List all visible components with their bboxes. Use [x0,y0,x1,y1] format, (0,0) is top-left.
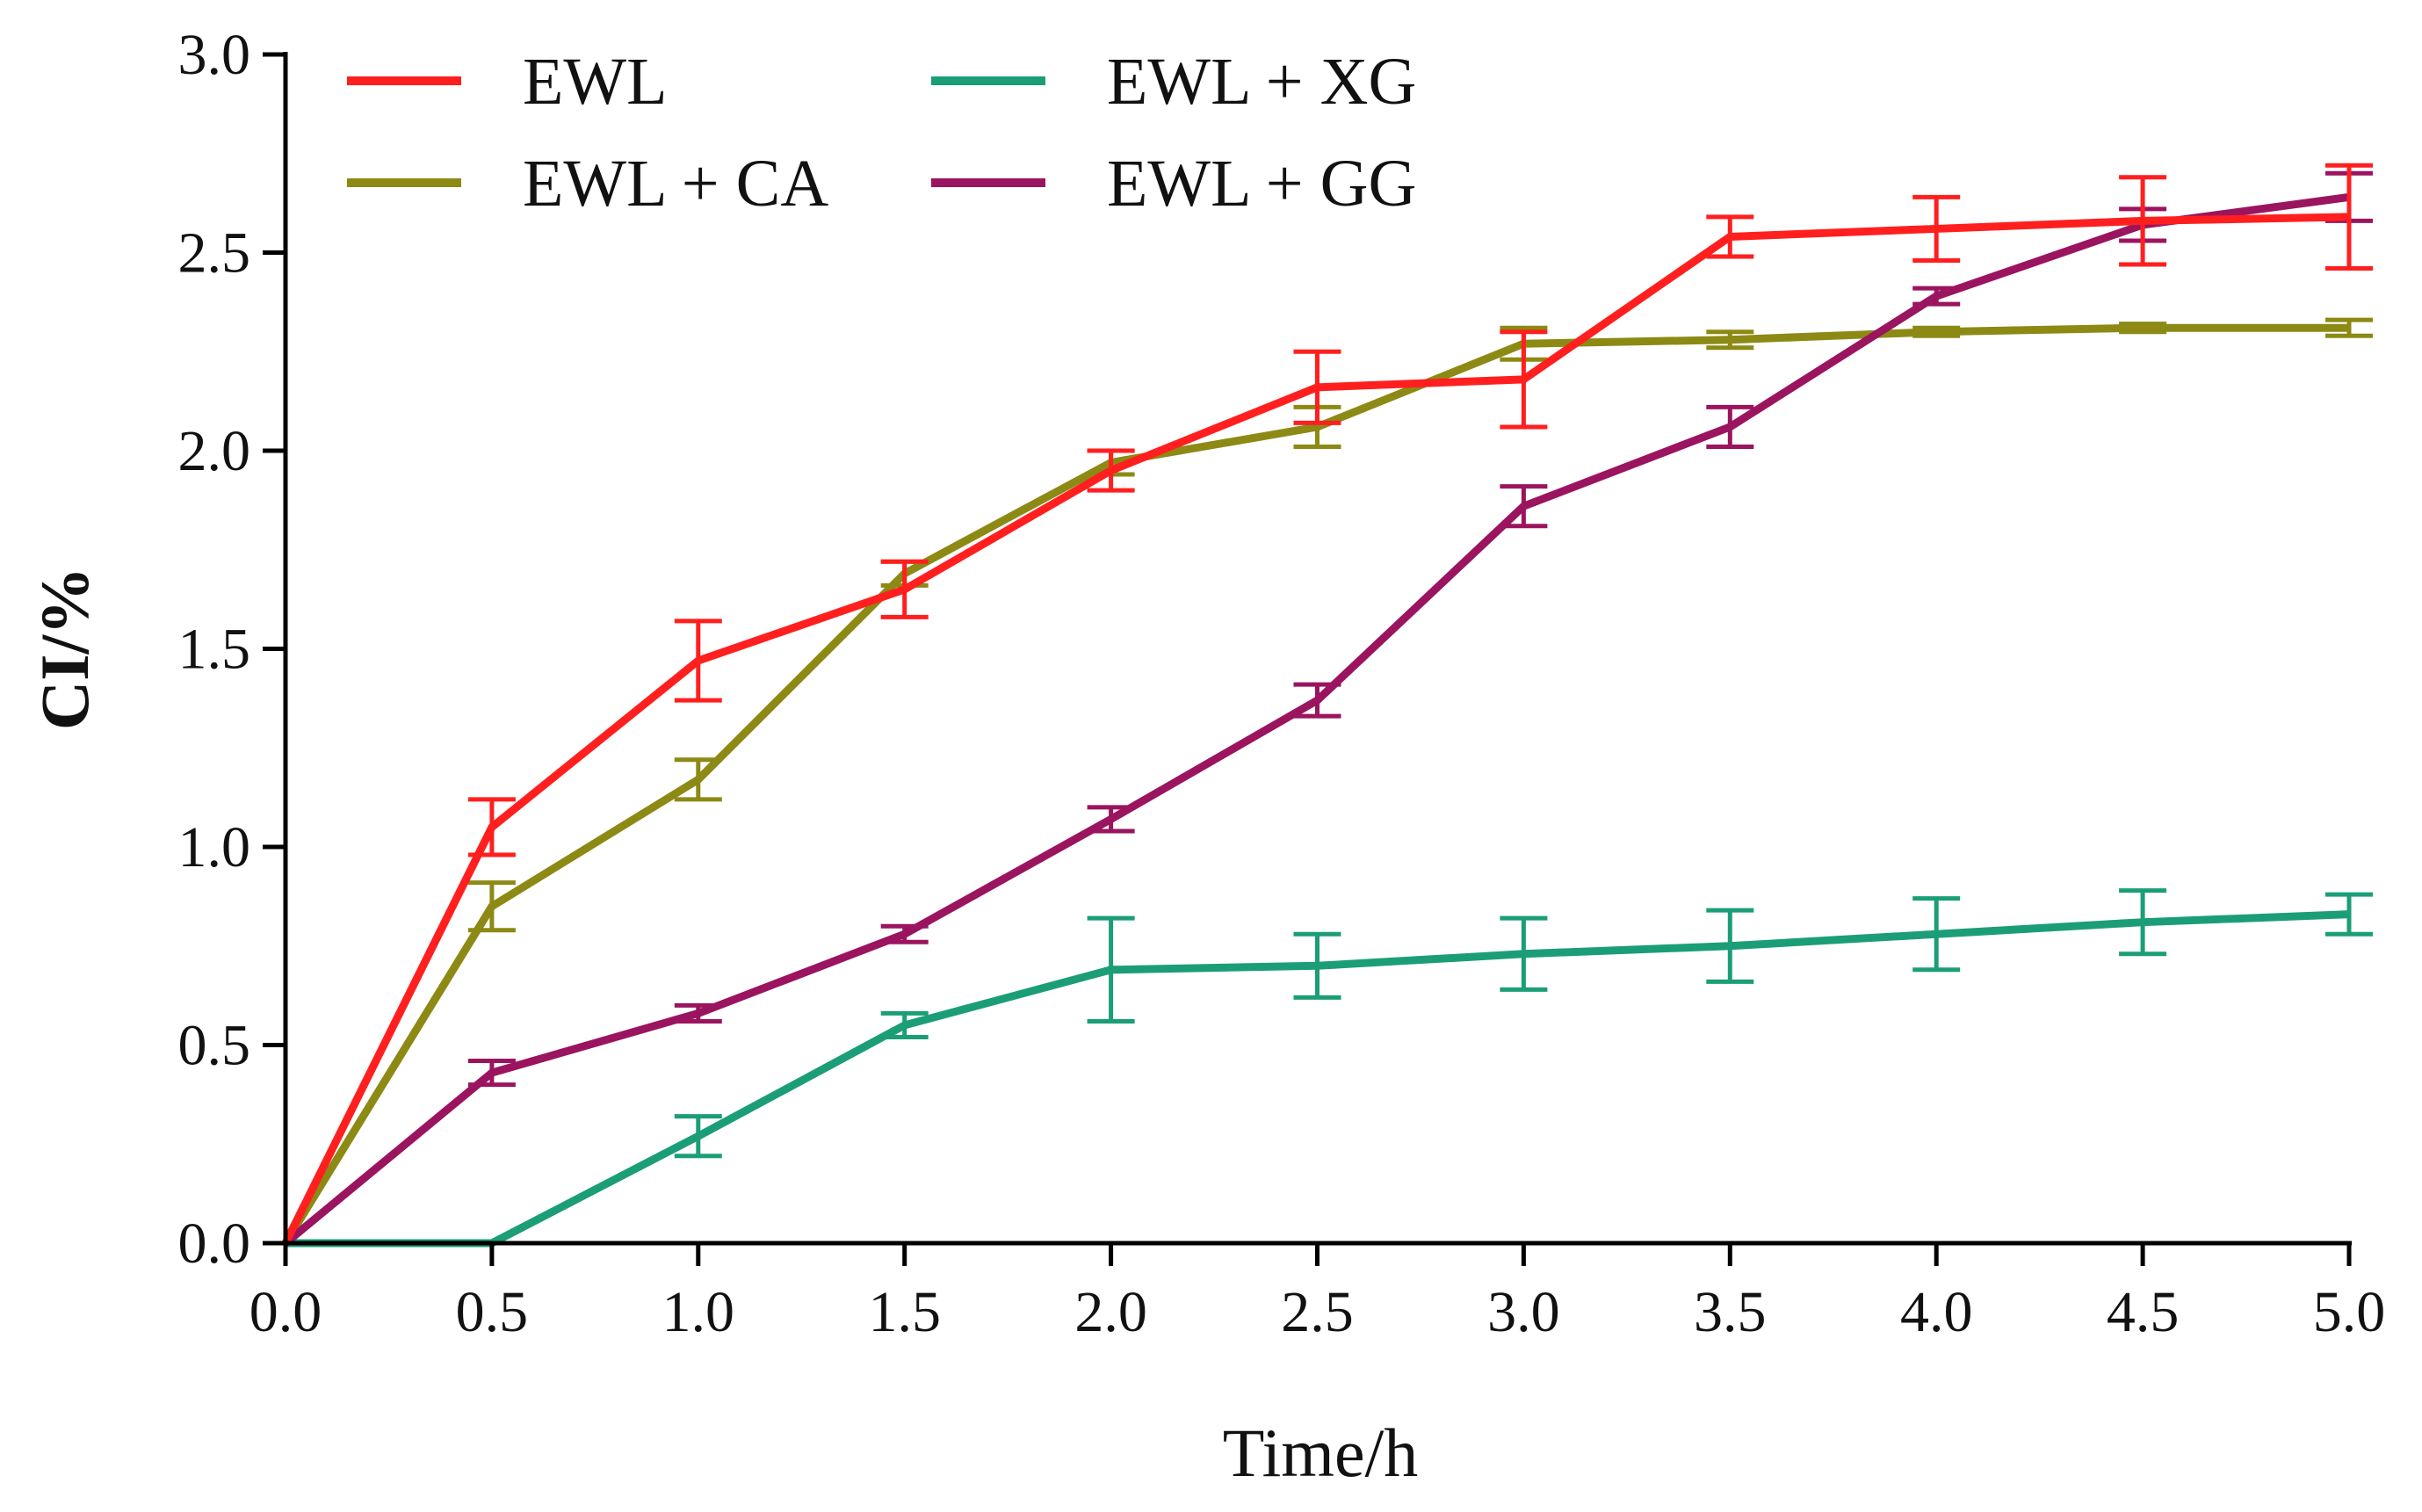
data-point [1110,968,1112,971]
data-point [1110,469,1112,472]
x-tick-label: 2.5 [1281,1280,1354,1344]
x-tick-label: 3.0 [1487,1280,1560,1344]
series-ewl-xg [285,888,2373,1248]
data-point [2142,327,2144,329]
y-tick-label: 1.0 [178,815,251,879]
data-point [2348,913,2350,915]
series-ewl-gg [283,170,2373,1247]
y-tick-label: 1.5 [178,618,251,682]
y-tick-label: 3.0 [178,23,251,87]
x-tick-label: 0.0 [249,1280,322,1344]
data-point [1935,228,1938,230]
y-tick-label: 0.5 [178,1014,251,1078]
data-point [697,660,699,662]
y-axis-label: CI/% [26,567,103,730]
data-point [1935,295,1938,298]
x-tick-label: 3.5 [1694,1280,1767,1344]
data-point [2348,215,2350,218]
data-point [1729,944,1732,947]
legend-label: EWL + XG [1107,45,1416,119]
data-point [490,1072,493,1074]
data-point [1729,235,1732,238]
x-tick-label: 1.0 [662,1280,735,1344]
data-point [1522,378,1525,380]
axes: 0.0 0.5 1.0 1.5 2.0 2.5 3.0 3.5 4.0 4.5 5.0 0.0 0.5 1… [178,23,2386,1344]
x-tick-label: 4.0 [1900,1280,1973,1344]
data-point [1316,965,1319,967]
data-point [2348,327,2350,329]
series-line [286,910,2350,1248]
legend-label: EWL + CA [523,147,828,221]
data-point [1729,425,1732,428]
legend-label: EWL + GG [1107,147,1416,221]
data-point [903,1024,906,1026]
x-tick-label: 1.5 [868,1280,941,1344]
legend: EWL EWL + CA EWL + XG EWL + GG [347,45,1416,221]
y-tick-label: 2.0 [178,419,251,483]
series-layer [281,163,2373,1248]
data-point [1316,699,1319,702]
data-point [490,826,493,828]
series-ewl-ca [282,317,2373,1246]
data-point [1110,818,1112,821]
data-point [1935,330,1938,333]
y-tick-label: 2.5 [178,221,251,286]
data-point [1935,933,1938,936]
data-point [697,1135,699,1138]
x-axis-label: Time/h [1223,1414,1419,1491]
data-point [490,905,493,908]
x-tick-label: 4.5 [2107,1280,2180,1344]
data-point [1729,338,1732,341]
data-point [1316,386,1319,388]
data-point [2142,220,2144,222]
data-point [697,778,699,781]
data-point [903,588,906,590]
data-point [903,933,906,936]
data-point [697,1012,699,1015]
legend-label: EWL [523,45,668,119]
series-ewl [281,163,2373,1245]
x-tick-label: 0.5 [456,1280,529,1344]
data-point [1522,505,1525,508]
x-tick-label: 5.0 [2313,1280,2386,1344]
x-tick-label: 2.0 [1074,1280,1147,1344]
data-point [2142,921,2144,923]
y-tick-label: 0.0 [178,1212,251,1276]
series-line [282,323,2349,1246]
data-point [1316,425,1319,428]
data-point [1522,952,1525,955]
